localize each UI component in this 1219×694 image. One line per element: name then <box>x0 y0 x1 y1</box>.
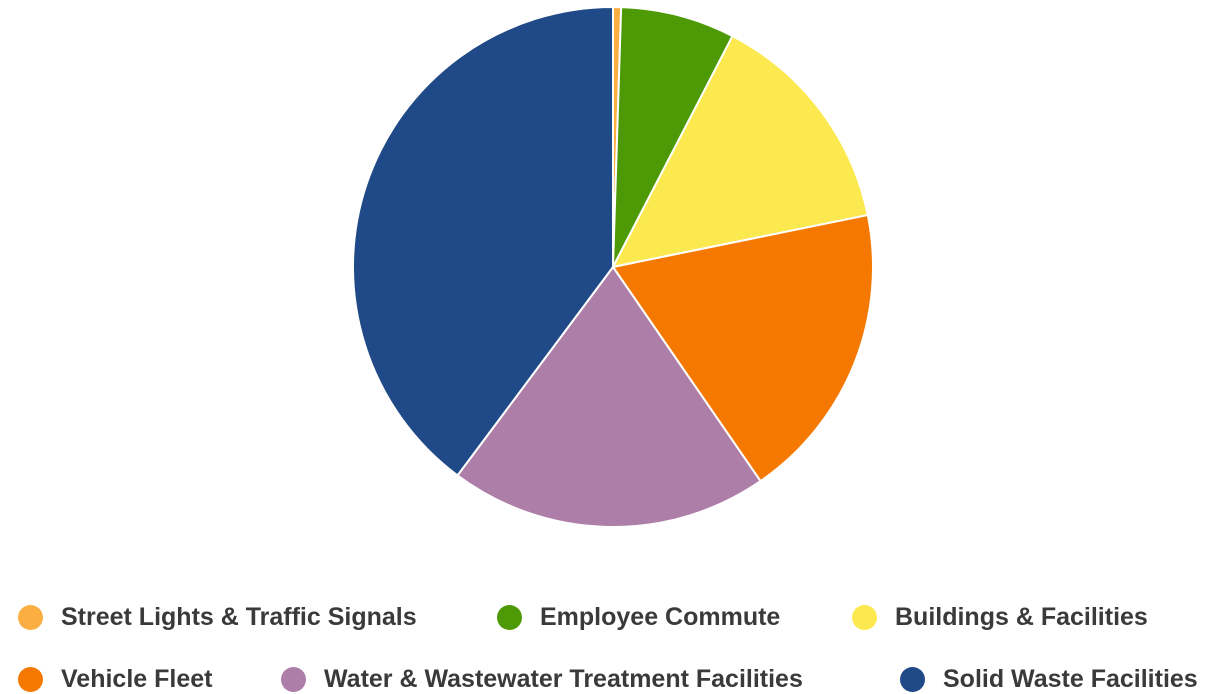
legend-swatch-icon <box>18 666 43 692</box>
pie-slice-solid-waste-facilities[interactable] <box>352 6 614 477</box>
pie-slice-employee-commute[interactable] <box>612 6 734 268</box>
legend-swatch-icon <box>900 666 925 692</box>
legend-item-street-lights[interactable]: Street Lights & Traffic Signals <box>18 602 417 632</box>
legend-label: Employee Commute <box>540 603 781 631</box>
legend-item-buildings-facilities[interactable]: Buildings & Facilities <box>852 602 1148 632</box>
legend-item-water-wastewater[interactable]: Water & Wastewater Treatment Facilities <box>281 664 803 694</box>
legend-item-solid-waste[interactable]: Solid Waste Facilities <box>900 664 1198 694</box>
legend-label: Buildings & Facilities <box>895 603 1148 631</box>
legend-item-vehicle-fleet[interactable]: Vehicle Fleet <box>18 664 212 694</box>
legend-swatch-icon <box>852 604 877 630</box>
pie-slice-water-wastewater-treatment-facilities[interactable] <box>456 266 762 528</box>
legend-label: Vehicle Fleet <box>61 665 213 693</box>
legend-item-employee-commute[interactable]: Employee Commute <box>497 602 780 632</box>
legend-swatch-icon <box>497 604 522 630</box>
legend-swatch-icon <box>18 604 43 630</box>
legend-label: Solid Waste Facilities <box>943 665 1198 693</box>
pie-slice-vehicle-fleet[interactable] <box>612 214 874 483</box>
legend-label: Water & Wastewater Treatment Facilities <box>324 665 803 693</box>
legend-label: Street Lights & Traffic Signals <box>61 603 417 631</box>
legend-swatch-icon <box>281 666 306 692</box>
pie-slice-buildings-facilities[interactable] <box>612 35 869 268</box>
